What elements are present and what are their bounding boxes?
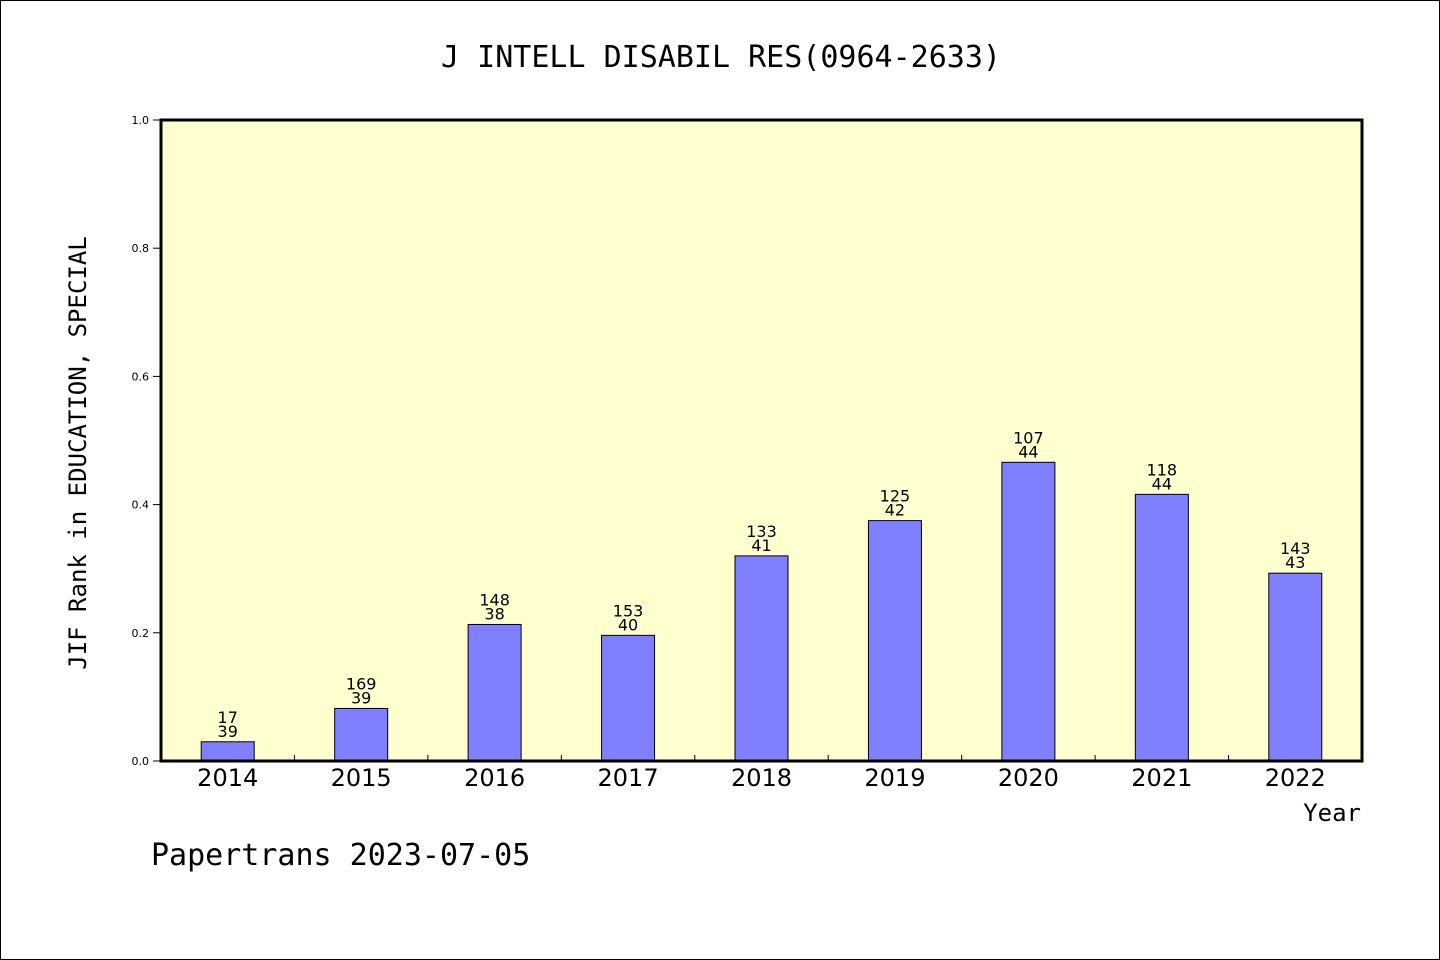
bar-2021 xyxy=(1134,493,1189,762)
x-tick-label-2014: 2014 xyxy=(197,764,258,792)
bar-2014 xyxy=(200,741,255,762)
bar-label-top-2021: 118 xyxy=(1147,460,1178,479)
bar-label-bottom-2017: 40 xyxy=(618,615,638,634)
bar-label-bottom-2022: 43 xyxy=(1285,553,1305,572)
x-tick-label-2018: 2018 xyxy=(731,764,792,792)
bar-label-bottom-2014: 39 xyxy=(218,722,238,741)
bar-2016 xyxy=(467,623,522,762)
footer-text: Papertrans 2023-07-05 xyxy=(151,838,530,873)
x-tick-label-2021: 2021 xyxy=(1131,764,1192,792)
bar-label-top-2018: 133 xyxy=(746,522,777,541)
bar-2015 xyxy=(334,707,389,762)
bar-label-bottom-2021: 44 xyxy=(1152,474,1172,493)
bar-label-top-2014: 17 xyxy=(218,708,238,727)
bar-2017 xyxy=(601,634,656,762)
bar-label-top-2019: 125 xyxy=(880,487,911,506)
bar-label-top-2017: 153 xyxy=(613,601,644,620)
bar-label-bottom-2015: 39 xyxy=(351,688,371,707)
y-tick-label: 0.0 xyxy=(132,755,150,768)
x-axis: 2014 2015 2016 2017 2018 2019 2020 2021 2022 xyxy=(197,755,1326,792)
x-tick-label-2022: 2022 xyxy=(1265,764,1326,792)
bar-label-bottom-2018: 41 xyxy=(751,536,771,555)
bar-label-bottom-2020: 44 xyxy=(1018,442,1038,461)
bar-label-top-2020: 107 xyxy=(1013,428,1044,447)
bar-label-top-2015: 169 xyxy=(346,674,377,693)
bar-2022 xyxy=(1268,572,1323,762)
y-tick-label: 0.2 xyxy=(132,627,150,640)
y-axis: 0.0 0.2 0.4 0.6 0.8 1.0 xyxy=(132,114,161,768)
y-axis-label: JIF Rank in EDUCATION, SPECIAL xyxy=(64,236,92,669)
x-axis-label: Year xyxy=(1303,799,1361,827)
x-tick-label-2015: 2015 xyxy=(331,764,392,792)
bar-label-bottom-2016: 38 xyxy=(484,604,504,623)
bars-group xyxy=(200,461,1323,762)
bar-label-top-2022: 143 xyxy=(1280,539,1311,558)
bar-label-bottom-2019: 42 xyxy=(885,501,905,520)
chart-title: J INTELL DISABIL RES(0964-2633) xyxy=(441,40,1001,75)
bar-2018 xyxy=(734,555,789,762)
x-tick-label-2017: 2017 xyxy=(598,764,659,792)
x-tick-label-2019: 2019 xyxy=(864,764,925,792)
x-tick-label-2020: 2020 xyxy=(998,764,1059,792)
bar-2020 xyxy=(1001,461,1056,762)
y-tick-label: 1.0 xyxy=(132,114,150,127)
bar-label-top-2016: 148 xyxy=(479,590,510,609)
plot-frame xyxy=(159,118,1364,763)
y-tick-label: 0.4 xyxy=(132,499,150,512)
bar-2019 xyxy=(867,520,922,762)
y-tick-label: 0.6 xyxy=(132,370,150,383)
y-tick-label: 0.8 xyxy=(132,242,150,255)
x-tick-label-2016: 2016 xyxy=(464,764,525,792)
